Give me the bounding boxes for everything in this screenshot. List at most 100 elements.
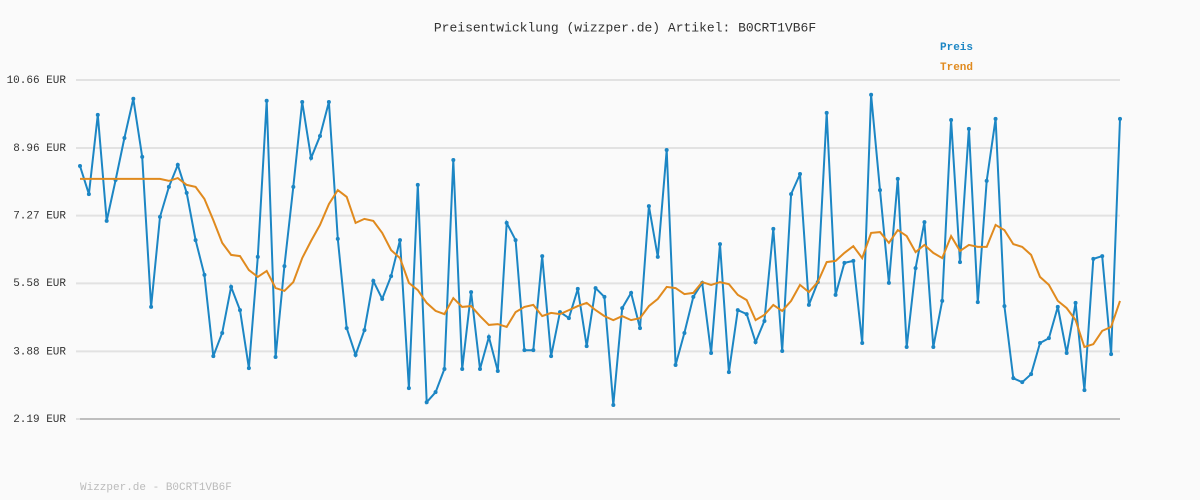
data-point — [1046, 336, 1051, 341]
data-point — [158, 214, 162, 219]
data-point — [993, 116, 998, 121]
data-point — [975, 300, 980, 305]
data-point — [78, 164, 82, 169]
data-point — [771, 226, 776, 231]
data-point — [1082, 388, 1087, 393]
data-point — [202, 272, 207, 277]
data-point — [531, 348, 536, 353]
data-point — [522, 348, 527, 353]
data-point — [300, 100, 305, 105]
data-point — [149, 304, 154, 309]
data-point — [824, 110, 829, 115]
data-point — [664, 148, 669, 153]
data-point — [904, 344, 909, 349]
footer: Wizzper.de - B0CRT1VB6F — [80, 482, 232, 494]
data-point — [495, 368, 500, 373]
data-point — [869, 92, 874, 97]
data-point — [415, 182, 420, 187]
y-tick-label: 10.66 EUR — [7, 75, 67, 87]
data-point — [255, 254, 260, 259]
data-point — [913, 266, 918, 271]
data-point — [1073, 300, 1078, 305]
data-point — [184, 190, 189, 195]
data-point — [1091, 256, 1096, 261]
data-point — [193, 238, 198, 243]
data-point — [726, 370, 731, 375]
data-point — [131, 96, 136, 101]
data-point — [753, 340, 758, 345]
data-point — [318, 134, 322, 139]
data-point — [362, 328, 367, 333]
data-point — [984, 178, 989, 183]
data-point — [682, 330, 687, 335]
data-point — [602, 294, 607, 299]
data-point — [1029, 372, 1034, 377]
data-point — [1055, 304, 1060, 309]
data-point — [895, 176, 900, 181]
data-point — [1020, 380, 1025, 385]
legend-label: Preis — [940, 42, 973, 54]
data-point — [398, 238, 402, 243]
data-point — [1100, 254, 1105, 259]
data-point — [860, 340, 865, 345]
data-point — [246, 366, 251, 371]
data-point — [798, 172, 802, 177]
data-point — [122, 136, 127, 141]
data-point — [744, 312, 749, 317]
data-point — [762, 318, 767, 323]
data-point — [549, 354, 554, 359]
data-point — [1011, 376, 1016, 381]
data-point — [1118, 116, 1122, 121]
data-point — [229, 284, 234, 289]
data-point — [949, 118, 954, 123]
data-point — [335, 236, 340, 241]
data-point — [691, 294, 696, 299]
data-point — [424, 400, 429, 405]
data-point — [309, 156, 314, 161]
data-point — [380, 296, 385, 301]
data-point — [140, 154, 145, 159]
data-point — [478, 366, 482, 371]
data-point — [940, 298, 945, 303]
data-point — [273, 354, 278, 359]
data-point — [718, 242, 722, 247]
data-point — [735, 308, 740, 313]
y-tick-label: 8.96 EUR — [13, 143, 66, 155]
data-point — [922, 220, 927, 225]
data-point — [1002, 304, 1007, 309]
data-point — [584, 344, 589, 349]
data-point — [629, 290, 634, 295]
data-point — [442, 366, 447, 371]
data-point — [264, 98, 269, 103]
data-point — [460, 366, 465, 371]
y-tick-label: 5.58 EUR — [13, 278, 66, 290]
data-point — [220, 330, 225, 335]
y-tick-label: 3.88 EUR — [13, 346, 66, 358]
data-point — [211, 354, 216, 359]
data-point — [851, 258, 856, 263]
data-point — [575, 286, 580, 291]
data-point — [451, 158, 456, 163]
data-point — [371, 278, 376, 283]
data-point — [406, 386, 411, 391]
data-point — [611, 402, 616, 407]
data-point — [620, 306, 625, 311]
data-point — [389, 274, 394, 279]
data-point — [673, 362, 678, 367]
data-point — [958, 260, 962, 265]
data-point — [86, 192, 91, 197]
data-point — [1038, 340, 1042, 345]
data-point — [238, 308, 242, 313]
data-point — [1064, 350, 1069, 355]
data-point — [291, 184, 296, 189]
data-point — [789, 192, 794, 197]
data-point — [966, 126, 971, 131]
data-point — [104, 218, 109, 223]
legend-label: Trend — [940, 62, 973, 74]
chart-title: Preisentwicklung (wizzper.de) Artikel: B… — [434, 20, 816, 35]
data-point — [540, 254, 545, 259]
data-point — [931, 344, 936, 349]
data-point — [646, 204, 651, 209]
